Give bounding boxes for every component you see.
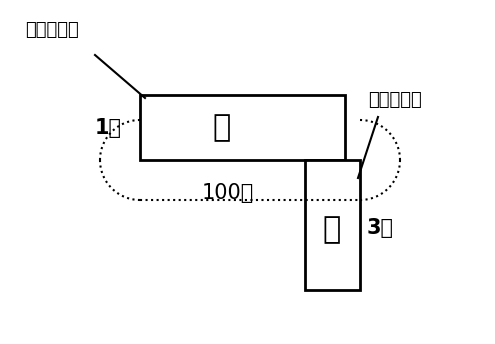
Bar [140, 95, 345, 160]
Text: ア: ア [213, 114, 231, 142]
Text: イ: イ [323, 215, 341, 245]
Text: 縮んだ寿命: 縮んだ寿命 [368, 91, 422, 109]
Text: 100匹: 100匹 [202, 183, 254, 203]
Text: 3年: 3年 [366, 218, 394, 238]
Text: 伸びた寿命: 伸びた寿命 [25, 21, 79, 39]
Bar [305, 160, 360, 290]
Text: 1年: 1年 [95, 118, 121, 138]
